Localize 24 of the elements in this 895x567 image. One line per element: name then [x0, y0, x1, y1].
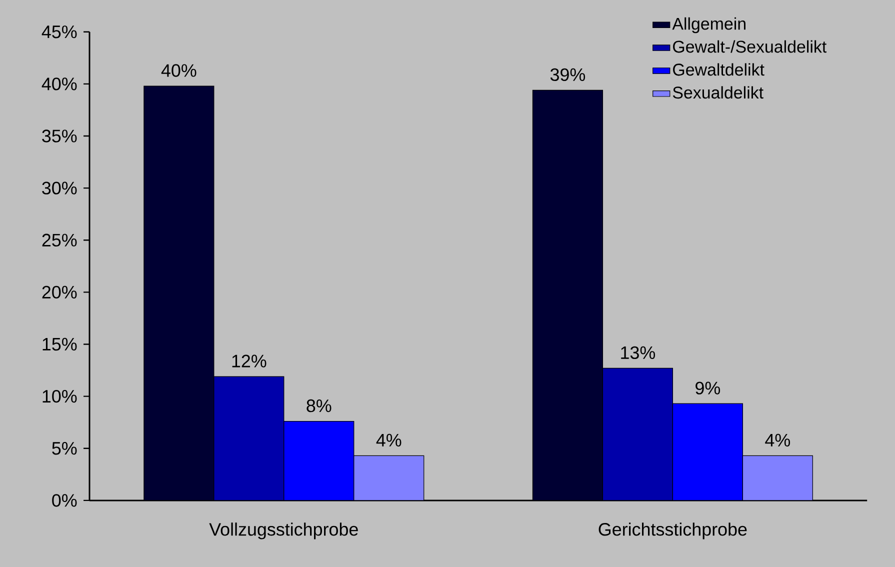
data-label: 8% — [306, 399, 332, 412]
data-label: 9% — [696, 382, 720, 394]
y-tick-label: 15% — [42, 338, 77, 350]
data-label: 13% — [621, 346, 656, 359]
y-tick-label: 30% — [42, 182, 77, 194]
data-label: 4% — [765, 434, 790, 446]
y-tick-label: 35% — [42, 130, 77, 142]
y-tick-label: 40% — [42, 77, 77, 90]
legend-label: Sexualdelikt — [672, 86, 764, 99]
y-tick-label: 0% — [52, 494, 77, 507]
legend-label: Allgemein — [672, 17, 746, 34]
x-tick-label: Gerichtsstichprobe — [598, 522, 747, 540]
data-label: 12% — [232, 354, 266, 368]
y-tick-label: 5% — [52, 442, 77, 455]
data-label: 39% — [550, 68, 586, 81]
data-label: 4% — [376, 434, 402, 446]
x-tick-label: Vollzugsstichprobe — [209, 522, 358, 540]
data-label: 40% — [161, 64, 196, 77]
y-tick-label: 10% — [42, 390, 77, 403]
legend-label: Gewalt-/Sexualdelikt — [673, 40, 826, 53]
y-tick-label: 25% — [42, 234, 77, 246]
y-tick-label: 20% — [42, 286, 77, 298]
legend-label: Gewaltdelikt — [673, 63, 764, 76]
y-tick-label: 45% — [42, 25, 77, 38]
